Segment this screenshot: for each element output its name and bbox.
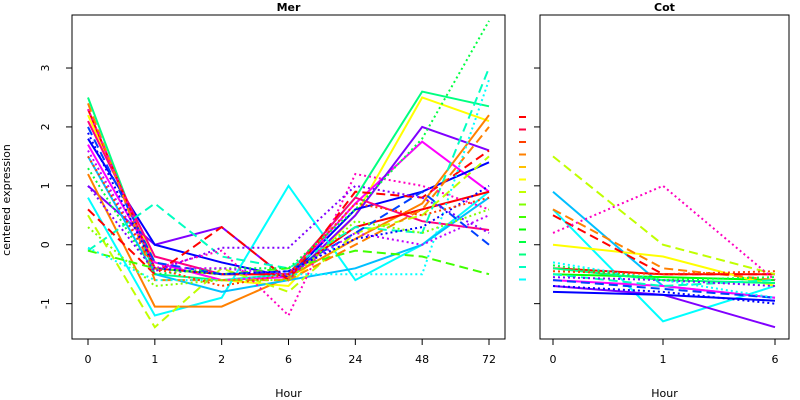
series-line xyxy=(552,270,776,276)
x-axis-label: Hour xyxy=(275,387,302,400)
series-line xyxy=(87,155,490,288)
x-tick-label: 6 xyxy=(285,353,292,366)
x-tick-label: 0 xyxy=(85,353,92,366)
y-tick-label: -1 xyxy=(39,298,52,309)
series-line xyxy=(552,279,776,299)
panel-title: Cot xyxy=(654,1,675,14)
series-line xyxy=(87,79,490,282)
plot-frame xyxy=(539,14,790,340)
series-line xyxy=(552,284,776,305)
panel-mer: Mer 0 1 2 6 24 48 72 Hour -1 0 1 2 3 xyxy=(39,1,506,400)
y-tick-label: 2 xyxy=(39,123,52,130)
series-line xyxy=(552,264,776,282)
x-tick-label: 2 xyxy=(218,353,225,366)
series-line xyxy=(552,208,776,323)
x-tick-label: 6 xyxy=(772,353,779,366)
y-tick-label: 0 xyxy=(39,241,52,248)
plot-frame xyxy=(71,14,506,340)
series-line xyxy=(552,208,776,282)
series-line xyxy=(87,67,490,270)
series-line xyxy=(87,103,490,282)
series-line xyxy=(87,20,490,276)
y-tick-label: 3 xyxy=(39,65,52,72)
series-line xyxy=(87,249,490,276)
series-line xyxy=(87,184,490,273)
x-axis-label: Hour xyxy=(651,387,678,400)
x-tick-label: 48 xyxy=(415,353,429,366)
series-line xyxy=(552,214,775,276)
series-line xyxy=(552,184,776,281)
y-axis-label: centered expression xyxy=(0,144,13,256)
series-line xyxy=(87,114,490,308)
x-tick-label: 1 xyxy=(660,353,667,366)
panel-cot: Cot 0 1 6 Hour xyxy=(519,1,790,400)
x-tick-label: 0 xyxy=(550,353,557,366)
y-tick-label: 1 xyxy=(39,182,52,189)
x-tick-label: 24 xyxy=(348,353,362,366)
x-tick-label: 72 xyxy=(482,353,496,366)
series-line xyxy=(87,155,490,329)
series-line xyxy=(87,108,490,318)
series-line xyxy=(552,155,776,276)
x-tick-label: 1 xyxy=(151,353,158,366)
panel-title: Mer xyxy=(277,1,301,14)
